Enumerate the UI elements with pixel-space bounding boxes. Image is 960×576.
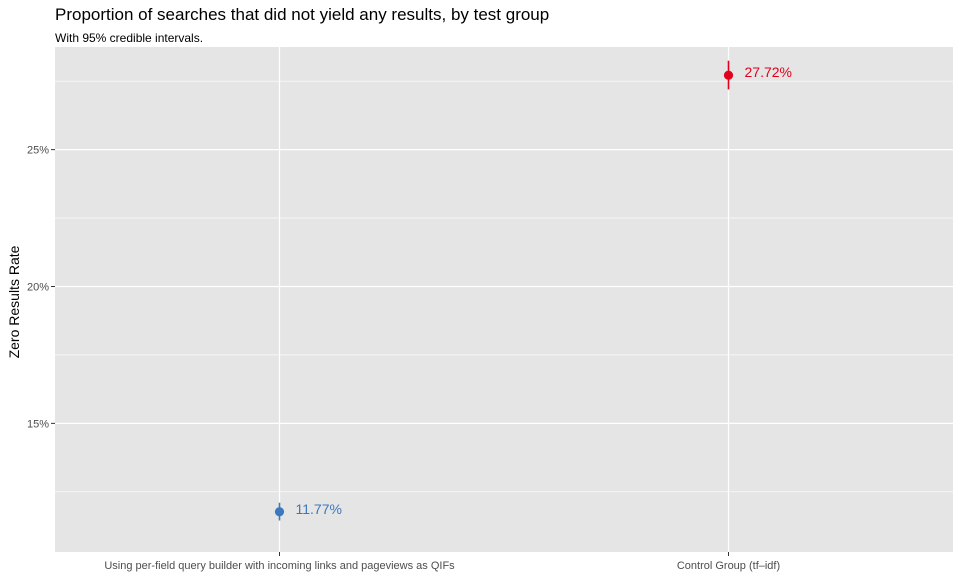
y-tick-label: 15%: [27, 418, 49, 430]
x-tick-label: Control Group (tf–idf): [677, 560, 780, 572]
minor-gridlines: [55, 80, 953, 493]
data-label: 27.72%: [745, 64, 792, 80]
plot-panel: [55, 47, 953, 552]
data-point: [723, 70, 734, 80]
y-tick-label: 20%: [27, 281, 49, 293]
x-axis-ticks: Using per-field query builder with incom…: [104, 552, 780, 572]
x-tick-label: Using per-field query builder with incom…: [104, 560, 455, 572]
data-point: [274, 507, 285, 517]
y-axis-ticks: 15% 20% 25%: [27, 145, 55, 430]
y-tick-label: 25%: [27, 145, 49, 157]
data-marks: 11.77% 27.72%: [274, 60, 792, 521]
data-label: 11.77%: [296, 501, 342, 517]
major-gridlines: [55, 47, 953, 552]
chart-title: Proportion of searches that did not yiel…: [55, 5, 550, 24]
chart-subtitle: With 95% credible intervals.: [55, 31, 204, 45]
